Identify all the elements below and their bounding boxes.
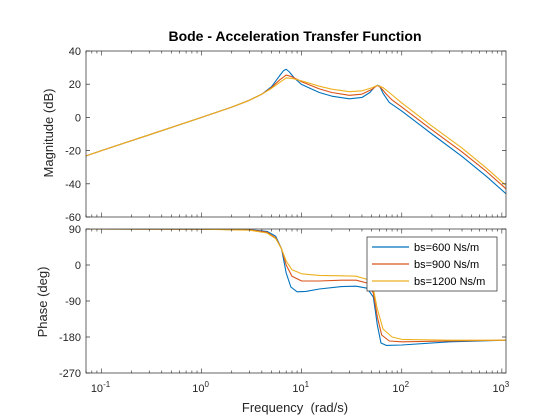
magnitude-series-group (86, 68, 506, 195)
x-tick-base: 10 (392, 383, 404, 395)
phase-subplot: -270 -180 -90 0 90 bs=600 Ns/m bs=900 Ns/m bs=1… (59, 224, 510, 395)
phase-y-tick-label: 0 (75, 260, 81, 272)
phase-legend: bs=600 Ns/m bs=900 Ns/m bs=1200 Ns/m (366, 236, 498, 292)
x-tick-exponent: 1 (305, 380, 310, 389)
legend-entry-2: bs=900 Ns/m (414, 259, 479, 271)
phase-y-tick-label: -180 (59, 332, 81, 344)
phase-y-tick-label: -270 (59, 368, 81, 380)
x-tick-label: 102 (392, 380, 409, 395)
x-tick-label: 10-1 (91, 380, 111, 395)
magnitude-subplot: -60 -40 -20 0 20 40 (65, 46, 507, 224)
phase-y-tick-label: -90 (65, 296, 81, 308)
phase-series-line-1 (86, 229, 506, 346)
magnitude-y-tick-label: 40 (69, 46, 81, 58)
phase-series-line-3 (86, 229, 506, 341)
x-axis-label: Frequency (rad/s) (242, 400, 348, 415)
x-tick-exponent: 3 (505, 380, 510, 389)
x-tick-base: 10 (192, 383, 204, 395)
magnitude-y-axis-label: Magnitude (dB) (41, 89, 56, 178)
x-tick-exponent: 2 (405, 380, 410, 389)
x-tick-base: 10 (91, 383, 103, 395)
phase-y-axis-label: Phase (deg) (35, 267, 50, 338)
magnitude-y-tick-label: -60 (65, 212, 81, 224)
legend-entry-3: bs=1200 Ns/m (414, 276, 485, 288)
magnitude-series-line-3 (86, 77, 506, 186)
x-tick-labels: 10-1 100 101 102 103 (91, 380, 510, 395)
phase-series-group (86, 229, 506, 346)
magnitude-y-tick-label: -40 (65, 179, 81, 191)
x-tick-base: 10 (292, 383, 304, 395)
x-tick-label: 101 (292, 380, 309, 395)
phase-y-tick-label: 90 (69, 224, 81, 236)
magnitude-y-tick-label: 20 (69, 79, 81, 91)
magnitude-y-tick-label: 0 (75, 112, 81, 124)
x-tick-exponent: 0 (204, 380, 209, 389)
x-tick-label: 100 (192, 380, 209, 395)
x-tick-label: 103 (493, 380, 510, 395)
x-tick-base: 10 (493, 383, 505, 395)
legend-entry-1: bs=600 Ns/m (414, 242, 479, 254)
magnitude-axes-box (85, 50, 507, 218)
chart-title: Bode - Acceleration Transfer Function (168, 28, 421, 44)
phase-series-line-2 (86, 229, 506, 343)
x-tick-exponent: -1 (103, 380, 111, 389)
magnitude-y-tick-label: -20 (65, 146, 81, 158)
